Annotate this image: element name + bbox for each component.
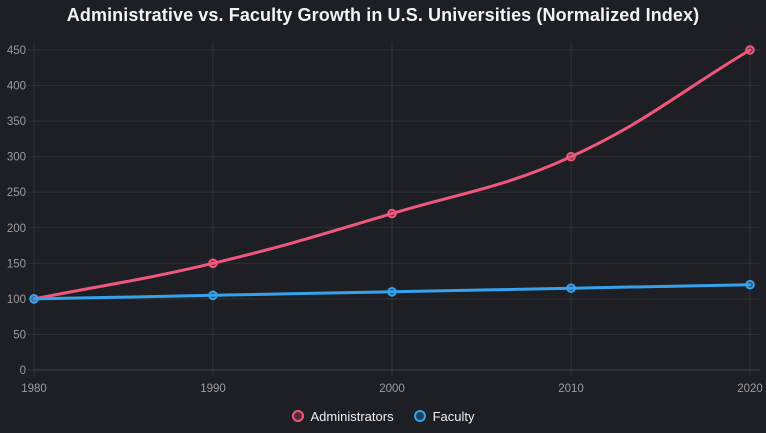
data-point-faculty: [29, 294, 39, 304]
x-tick-label: 1980: [21, 383, 47, 395]
legend-item-administrators[interactable]: Administrators: [291, 408, 394, 424]
axis-labels: 1980 1990 2000 2010 2020 0 50 100 150 200 250 300 35…: [7, 45, 763, 395]
x-tick-label: 2000: [379, 383, 405, 395]
y-tick-label: 300: [7, 152, 26, 164]
data-point-faculty: [387, 287, 397, 297]
data-point-administrators: [566, 151, 576, 162]
chart-title: Administrative vs. Faculty Growth in U.S…: [66, 5, 700, 25]
y-tick-label: 0: [20, 365, 26, 377]
series-lines: [29, 45, 755, 304]
data-point-faculty: [208, 290, 218, 301]
x-tick-label: 2020: [737, 383, 763, 395]
faculty-point-circle-icon: [413, 410, 426, 422]
y-tick-label: 200: [7, 223, 26, 235]
series-line-administrators: [32, 48, 752, 301]
gridlines: [33, 42, 760, 371]
data-point-administrators: [745, 45, 755, 55]
y-tick-label: 250: [7, 187, 26, 199]
y-tick-label: 400: [7, 81, 26, 93]
series-line-faculty: [32, 283, 752, 301]
legend-label-faculty: Faculty: [432, 408, 475, 424]
x-tick-label: 2010: [558, 383, 584, 395]
data-point-administrators: [387, 208, 397, 219]
y-tick-label: 350: [7, 116, 26, 128]
legend-label-administrators: Administrators: [310, 408, 394, 424]
y-tick-label: 450: [7, 45, 26, 57]
y-tick-label: 100: [7, 294, 26, 306]
administrators-point-circle-icon: [291, 410, 304, 422]
y-tick-label: 50: [13, 329, 26, 341]
chart-legend: Administrators Faculty: [0, 404, 766, 428]
x-tick-label: 1990: [200, 383, 226, 395]
data-point-faculty: [566, 283, 576, 294]
y-tick-label: 150: [7, 258, 26, 270]
data-point-administrators: [208, 258, 218, 269]
legend-item-faculty[interactable]: Faculty: [413, 408, 475, 424]
data-point-faculty: [745, 279, 755, 290]
